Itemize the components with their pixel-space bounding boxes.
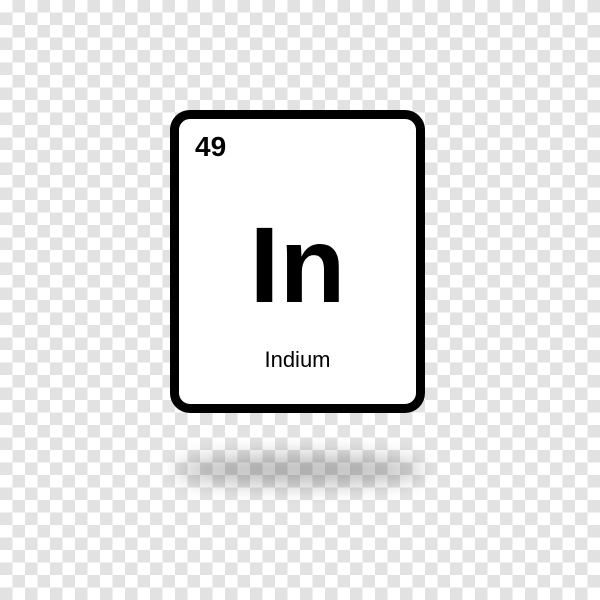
canvas: 49 In Indium [0, 0, 600, 600]
element-name: Indium [264, 347, 330, 373]
element-symbol: In [250, 211, 346, 319]
tile-shadow [175, 455, 425, 485]
element-tile: 49 In Indium [170, 110, 425, 413]
atomic-number: 49 [195, 131, 226, 163]
